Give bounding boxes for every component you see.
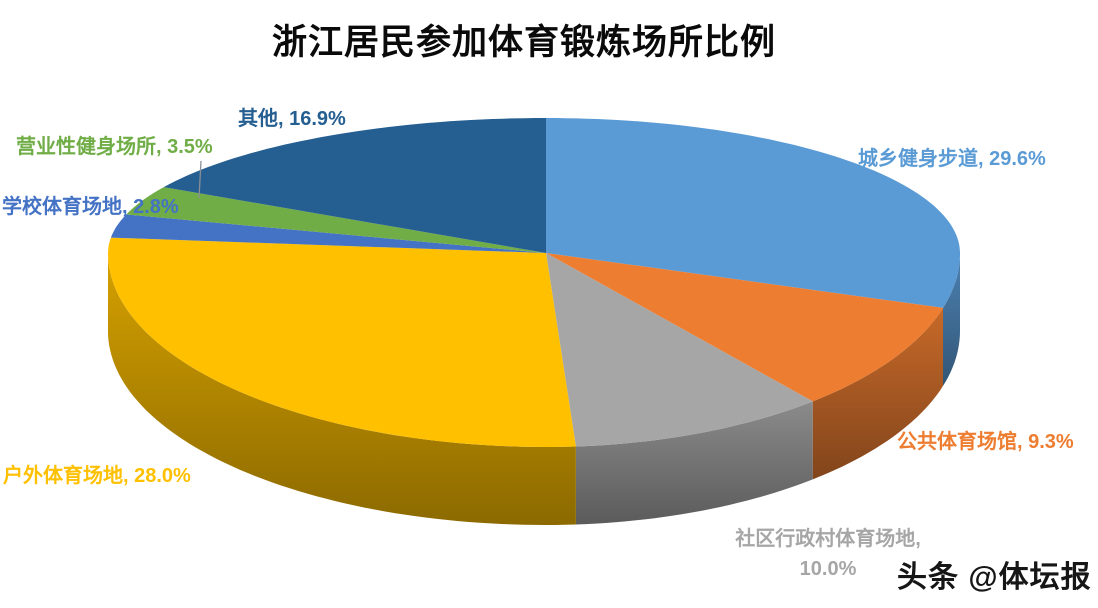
watermark-toutiao: 头条 @体坛报: [897, 561, 1092, 594]
pie-slice-side-public-sports-venues: [812, 307, 943, 480]
pie-label-outdoor-sports-grounds: 户外体育场地, 28.0%: [3, 465, 191, 487]
pie-label-other: 其他, 16.9%: [238, 108, 346, 130]
pie-label-urban-rural-fitness-trails: 城乡健身步道, 29.6%: [858, 148, 1046, 170]
pie-slice-side-community-village-sports-grounds: [575, 401, 813, 525]
pie-slice-community-village-sports-grounds: [546, 253, 813, 447]
pie-slice-side-urban-rural-fitness-trails: [943, 253, 960, 386]
pie-slice-side-outdoor-sports-grounds: [108, 253, 576, 525]
pie-label-commercial-fitness-venues: 营业性健身场所, 3.5%: [16, 136, 213, 158]
pie-label-name: 社区行政村体育场地,: [735, 528, 921, 550]
pie-slice-school-sports-grounds: [110, 214, 547, 253]
pie-slice-urban-rural-fitness-trails: [546, 118, 960, 308]
pie-slice-outdoor-sports-grounds: [108, 237, 576, 447]
pie-label-public-sports-venues: 公共体育场馆, 9.3%: [897, 431, 1074, 453]
pie-slice-commercial-fitness-venues: [126, 187, 547, 253]
pie-label-community-village-sports-grounds: 社区行政村体育场地, 10.0%: [683, 524, 973, 584]
pie-label-school-sports-grounds: 学校体育场地, 2.8%: [2, 196, 179, 218]
leader-line-commercial-fitness-venues: [198, 160, 202, 199]
chart-title: 浙江居民参加体育锻炼场所比例: [271, 23, 777, 62]
pie-slice-public-sports-venues: [546, 253, 943, 402]
pie-label-value: 10.0%: [799, 558, 857, 580]
pie-slice-other: [163, 118, 546, 253]
